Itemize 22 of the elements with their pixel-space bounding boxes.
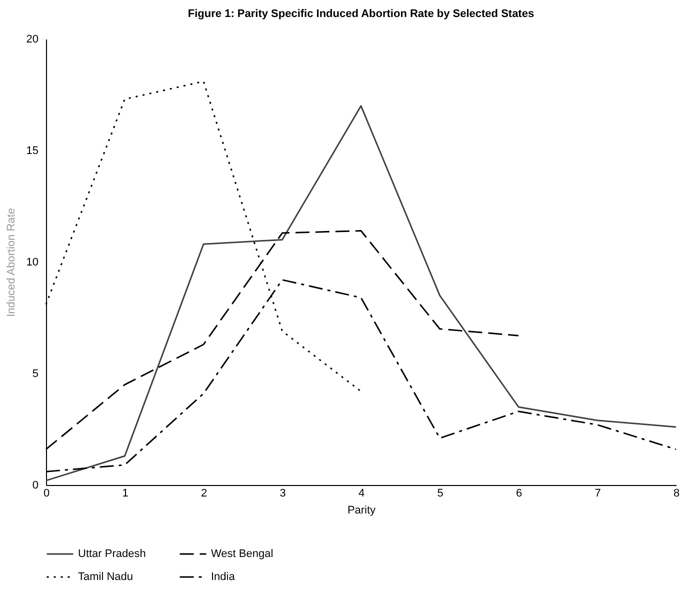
x-tick-label: 3 [280,488,286,500]
chart-title: Figure 1: Parity Specific Induced Abortion Rate by Selected States [188,8,534,20]
y-tick-label: 5 [32,368,38,380]
x-tick-label: 5 [437,488,444,500]
legend-label: West Bengal [211,548,274,560]
x-tick-label: 1 [122,488,128,500]
x-tick-label: 2 [200,488,208,500]
y-tick-label: 20 [26,34,38,46]
y-axis-title: Induced Abortion Rate [5,208,18,317]
x-tick-label: 6 [516,488,522,500]
y-tick-label: 15 [26,145,38,157]
legend-label: Tamil Nadu [78,571,134,583]
legend-label: Uttar Pradesh [78,548,146,560]
x-tick-label: 0 [43,488,50,500]
x-tick-label: 7 [594,488,601,500]
legend-label: India [211,571,236,583]
x-tick-label: 4 [358,488,365,500]
y-tick-label: 10 [26,256,38,268]
y-tick-label: 0 [32,480,38,492]
line-series [45,105,677,482]
x-axis-title: Parity [347,504,376,516]
x-tick-label: 8 [673,488,680,500]
